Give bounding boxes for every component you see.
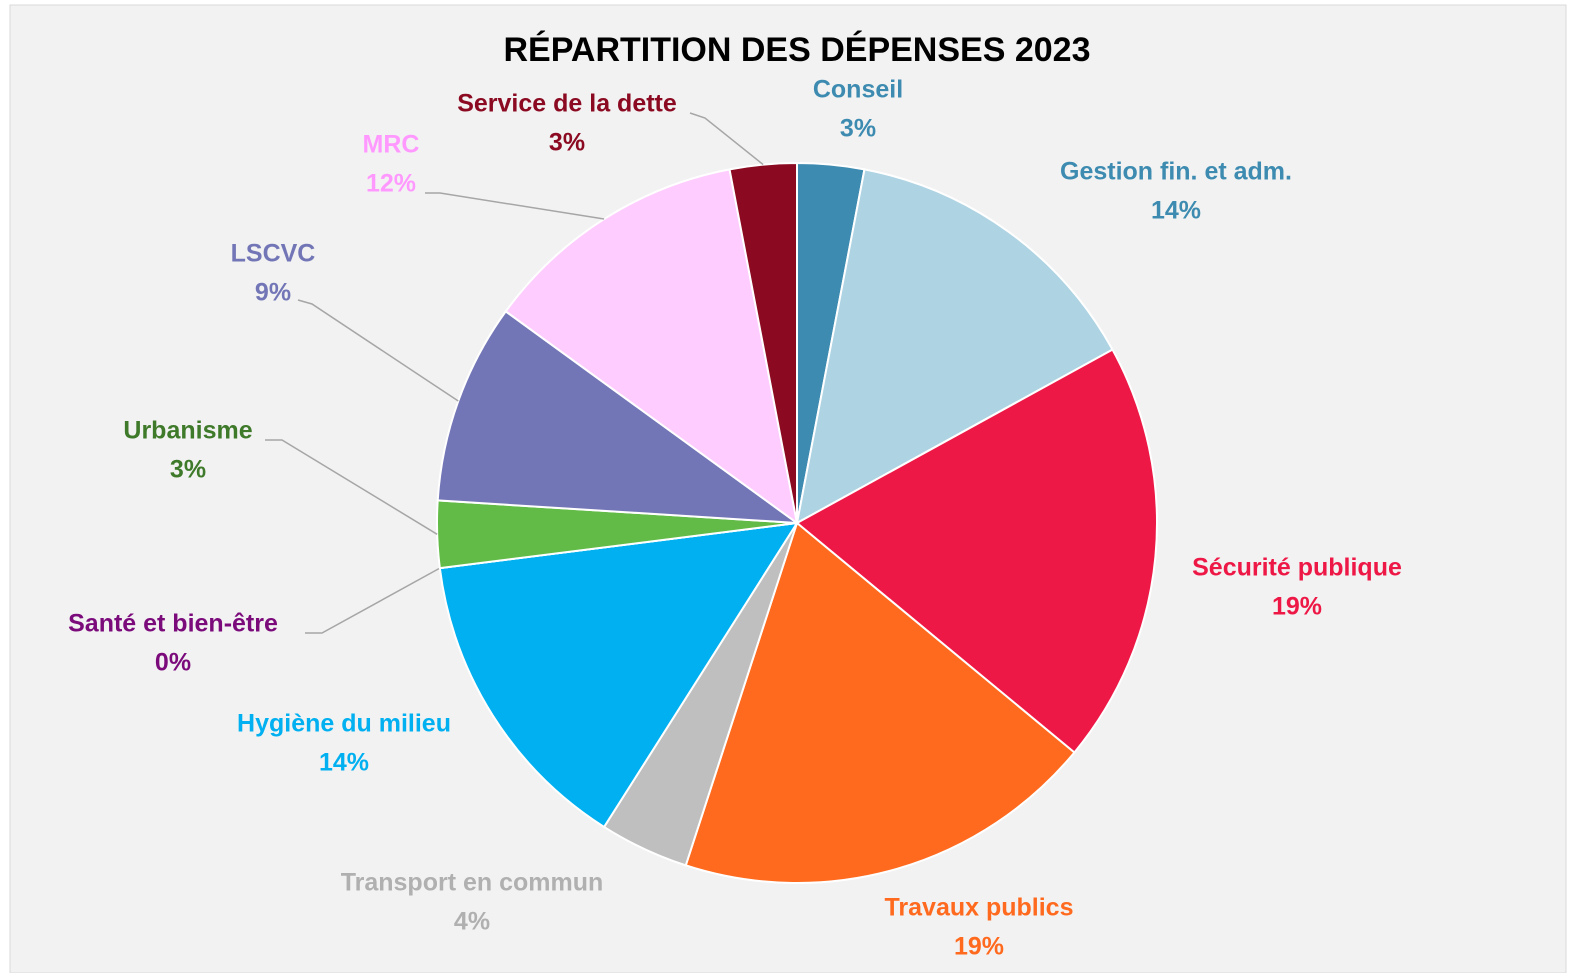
category-label: Transport en commun: [341, 869, 604, 897]
pie-slice: [436, 310, 801, 525]
value-label: 12%: [366, 170, 416, 198]
pie-slice: [504, 168, 799, 526]
value-label: 14%: [1151, 197, 1201, 225]
value-label: 3%: [840, 115, 876, 143]
category-label: LSCVC: [231, 240, 316, 268]
value-label: 0%: [155, 649, 191, 677]
pie-slice: [684, 521, 1076, 884]
pie-slice: [795, 168, 1114, 525]
pie-slice: [438, 521, 799, 829]
category-label: Conseil: [813, 76, 903, 104]
category-label: Urbanisme: [123, 417, 252, 445]
leader-line: [305, 567, 441, 634]
category-label: Sécurité publique: [1192, 554, 1402, 582]
leader-line: [425, 192, 605, 220]
chart-title: RÉPARTITION DES DÉPENSES 2023: [504, 31, 1091, 69]
leader-line: [265, 439, 438, 535]
value-label: 14%: [319, 749, 369, 777]
category-label: Santé et bien-être: [68, 610, 278, 638]
pie-slice: [795, 348, 1158, 754]
leader-line: [297, 299, 459, 402]
category-label: Gestion fin. et adm.: [1060, 158, 1292, 186]
value-label: 19%: [954, 933, 1004, 961]
category-label: Hygiène du milieu: [237, 710, 451, 738]
pie-slice: [728, 161, 798, 524]
leader-line: [689, 112, 764, 166]
category-label: Travaux publics: [885, 894, 1074, 922]
value-label: 3%: [170, 456, 206, 484]
value-label: 19%: [1272, 593, 1322, 621]
value-label: 3%: [549, 129, 585, 157]
value-label: 9%: [255, 279, 291, 307]
category-label: MRC: [363, 131, 420, 159]
value-label: 4%: [454, 908, 490, 936]
category-label: Service de la dette: [457, 90, 677, 118]
